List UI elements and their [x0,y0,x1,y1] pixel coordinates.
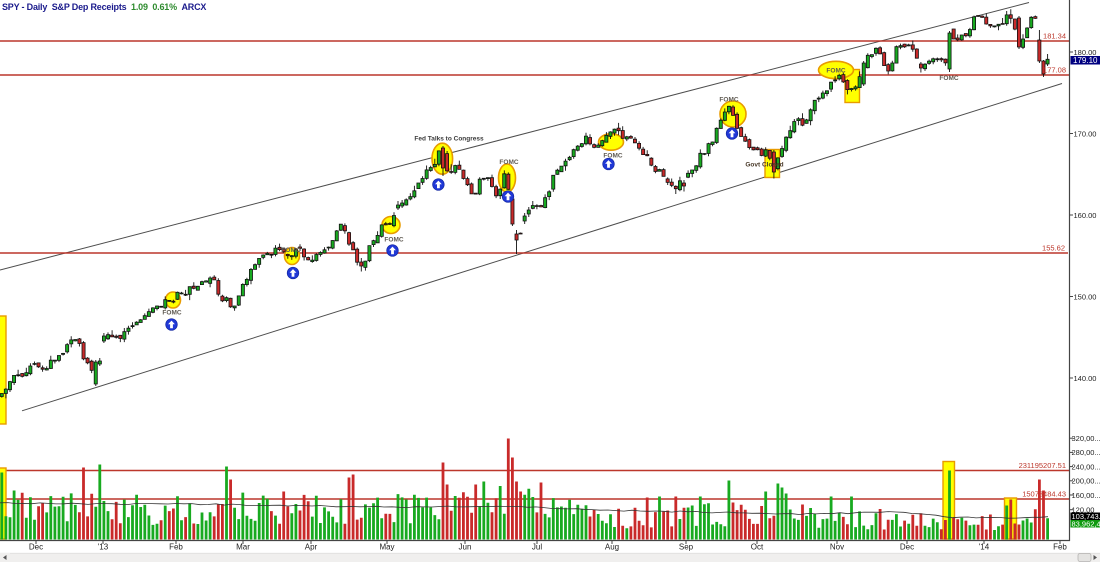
svg-text:Dec: Dec [900,543,914,552]
svg-text:160.00: 160.00 [1074,211,1097,220]
svg-text:FOMC: FOMC [281,247,300,254]
svg-text:Mar: Mar [236,543,250,552]
svg-text:181.34: 181.34 [1043,32,1066,41]
svg-text:179.10: 179.10 [1073,56,1098,65]
svg-text:15073484.43: 15073484.43 [1022,490,1066,499]
svg-text:'13: '13 [98,543,109,552]
svg-text:200,00...: 200,00... [1072,477,1100,486]
svg-text:FOMC: FOMC [384,237,403,244]
svg-text:Jul: Jul [532,543,542,552]
svg-text:160,00...: 160,00... [1072,491,1100,500]
svg-text:150.00: 150.00 [1074,292,1097,301]
svg-text:155.62: 155.62 [1042,244,1065,253]
svg-text:FOMC: FOMC [939,75,958,82]
svg-text:177.08: 177.08 [1043,66,1066,75]
svg-text:170.00: 170.00 [1074,129,1097,138]
svg-text:Nov: Nov [830,543,844,552]
svg-text:Feb: Feb [1053,543,1067,552]
svg-text:280,00...: 280,00... [1072,448,1100,457]
svg-text:320,00...: 320,00... [1072,434,1100,443]
svg-text:May: May [379,543,394,552]
svg-text:FOMC: FOMC [162,310,181,317]
svg-text:83,962,4...: 83,962,4... [1072,520,1100,529]
svg-text:231195207.51: 231195207.51 [1019,461,1066,470]
svg-text:FOMC: FOMC [603,153,622,160]
svg-text:140.00: 140.00 [1074,374,1097,383]
svg-text:Jun: Jun [459,543,472,552]
svg-text:Apr: Apr [305,543,318,552]
svg-text:240,00...: 240,00... [1072,462,1100,471]
svg-text:Oct: Oct [751,543,764,552]
svg-text:Dec: Dec [29,543,43,552]
svg-text:SPY - Daily S&P Dep Receipts: SPY - Daily S&P Dep Receipts 1.09 0.61% … [2,2,206,12]
svg-text:Feb: Feb [169,543,183,552]
svg-text:FOMC: FOMC [719,97,738,104]
svg-text:FOMC: FOMC [499,159,518,166]
svg-text:Sep: Sep [679,543,694,552]
svg-text:Govt Closed: Govt Closed [745,162,783,169]
svg-text:Aug: Aug [605,543,619,552]
svg-text:Fed Talks to Congress: Fed Talks to Congress [414,136,484,143]
svg-text:FOMC: FOMC [826,68,845,75]
svg-text:'14: '14 [979,543,990,552]
